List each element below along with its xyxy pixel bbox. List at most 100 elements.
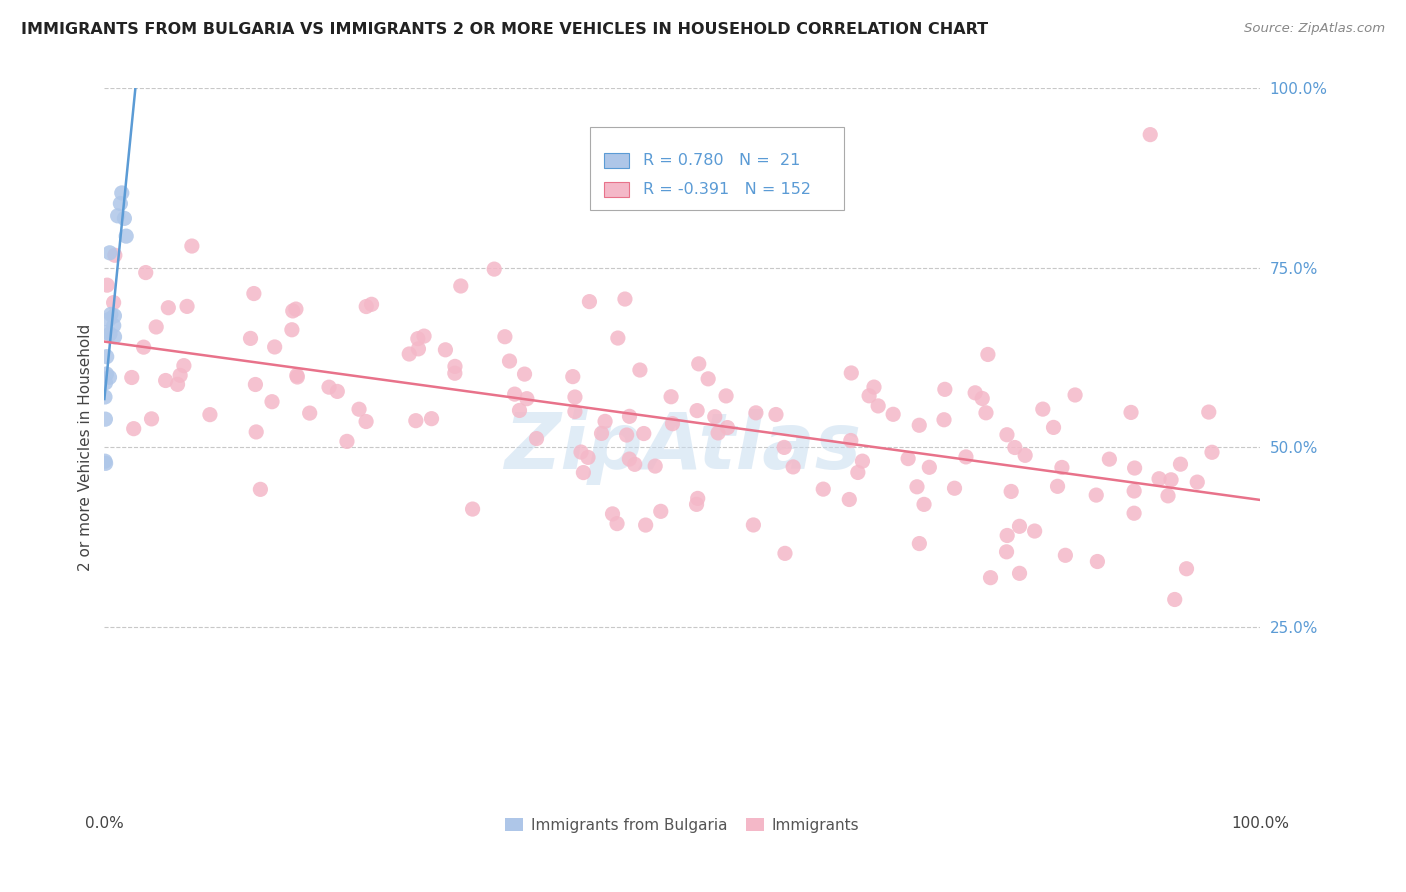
Point xyxy=(1000,484,1022,499)
Point xyxy=(285,368,308,383)
Point xyxy=(94,454,117,468)
Point xyxy=(650,504,672,518)
Point xyxy=(569,445,592,459)
Point xyxy=(103,318,125,333)
Point xyxy=(526,432,548,446)
Point xyxy=(1160,473,1182,487)
Point xyxy=(94,456,117,470)
Point xyxy=(443,366,465,380)
Point xyxy=(326,384,349,399)
Point xyxy=(995,427,1018,442)
Point xyxy=(995,545,1018,559)
Point xyxy=(245,377,267,392)
Point xyxy=(176,299,198,313)
Point xyxy=(932,413,955,427)
Point xyxy=(1032,402,1054,417)
Point xyxy=(576,450,599,465)
Text: R = 0.780   N =  21: R = 0.780 N = 21 xyxy=(643,153,800,168)
Point xyxy=(619,409,641,424)
Point xyxy=(141,412,163,426)
Point xyxy=(450,279,472,293)
Point xyxy=(260,394,283,409)
Point xyxy=(782,459,804,474)
Point xyxy=(606,516,628,531)
Point xyxy=(1085,488,1108,502)
Text: R = -0.391   N = 152: R = -0.391 N = 152 xyxy=(643,182,811,197)
Point xyxy=(249,483,271,497)
Point xyxy=(745,406,768,420)
Point xyxy=(121,370,143,384)
Point xyxy=(169,368,191,383)
Point xyxy=(1147,472,1170,486)
Y-axis label: 2 or more Vehicles in Household: 2 or more Vehicles in Household xyxy=(79,324,93,571)
Text: Source: ZipAtlas.com: Source: ZipAtlas.com xyxy=(1244,22,1385,36)
Point xyxy=(122,422,145,436)
Point xyxy=(716,420,738,434)
Point xyxy=(498,354,520,368)
Point xyxy=(697,372,720,386)
Point xyxy=(1042,420,1064,434)
Point xyxy=(613,292,636,306)
Point xyxy=(561,369,583,384)
Point xyxy=(98,370,121,384)
Point xyxy=(1201,445,1223,459)
Point xyxy=(1050,460,1073,475)
Point xyxy=(145,320,167,334)
Point xyxy=(347,402,370,417)
Point xyxy=(773,441,796,455)
Legend: Immigrants from Bulgaria, Immigrants: Immigrants from Bulgaria, Immigrants xyxy=(499,812,866,838)
Point xyxy=(659,390,682,404)
Point xyxy=(406,332,429,346)
Point xyxy=(94,376,117,390)
Point xyxy=(972,392,994,406)
Point xyxy=(239,331,262,345)
Point xyxy=(839,366,862,380)
Point xyxy=(633,426,655,441)
Point xyxy=(444,359,467,374)
Point xyxy=(686,491,709,506)
Point xyxy=(132,340,155,354)
Point xyxy=(882,407,904,421)
Point xyxy=(979,571,1001,585)
Point xyxy=(1123,506,1146,520)
Point xyxy=(1098,452,1121,467)
Point xyxy=(482,262,505,277)
Point xyxy=(564,404,586,418)
Point xyxy=(513,367,536,381)
FancyBboxPatch shape xyxy=(603,182,628,197)
Point xyxy=(413,329,436,343)
Point xyxy=(1123,483,1146,498)
Point xyxy=(434,343,457,357)
Point xyxy=(298,406,321,420)
Point xyxy=(977,347,1000,361)
Point xyxy=(868,399,890,413)
Point xyxy=(98,326,121,341)
Point xyxy=(1004,441,1026,455)
Point xyxy=(354,300,377,314)
Point xyxy=(1008,519,1031,533)
Point xyxy=(263,340,285,354)
Point xyxy=(103,295,125,310)
Point xyxy=(318,380,340,394)
Point xyxy=(943,481,966,495)
Point xyxy=(858,389,880,403)
Point xyxy=(863,380,886,394)
Point xyxy=(851,454,873,468)
Point xyxy=(897,451,920,466)
Point xyxy=(354,415,377,429)
Point xyxy=(714,389,737,403)
Point xyxy=(1175,562,1198,576)
Point xyxy=(94,326,117,340)
Point xyxy=(285,370,308,384)
Point xyxy=(461,502,484,516)
Point xyxy=(281,323,304,337)
Point xyxy=(94,412,117,426)
Point xyxy=(628,363,651,377)
Point xyxy=(838,492,860,507)
Point xyxy=(918,460,941,475)
Point xyxy=(516,392,538,406)
Point xyxy=(100,307,122,321)
Point xyxy=(955,450,977,464)
Point xyxy=(245,425,267,439)
Point xyxy=(135,266,157,280)
